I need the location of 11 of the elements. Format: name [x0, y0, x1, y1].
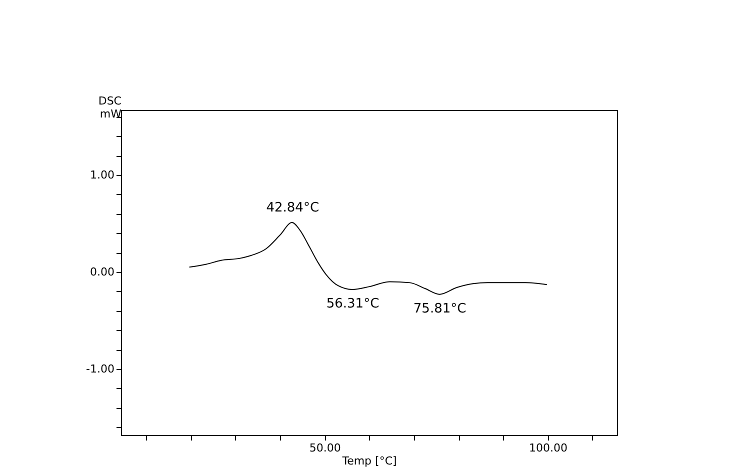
x-axis-title: Temp [°C] — [341, 454, 397, 468]
y-axis-title: DSC mW — [98, 94, 122, 120]
annotation: 75.81°C — [413, 301, 466, 316]
x-tick-label: 100.00 — [529, 442, 568, 454]
x-tick-label: 50.00 — [309, 442, 341, 454]
annotation: 56.31°C — [326, 296, 380, 312]
y-tick-label: 1.00 — [90, 168, 114, 182]
y-tick-label: -1.00 — [86, 362, 114, 376]
y-tick-label: 0.00 — [90, 266, 114, 279]
line-series — [188, 222, 548, 295]
annotation: 42.84°C — [266, 200, 320, 216]
